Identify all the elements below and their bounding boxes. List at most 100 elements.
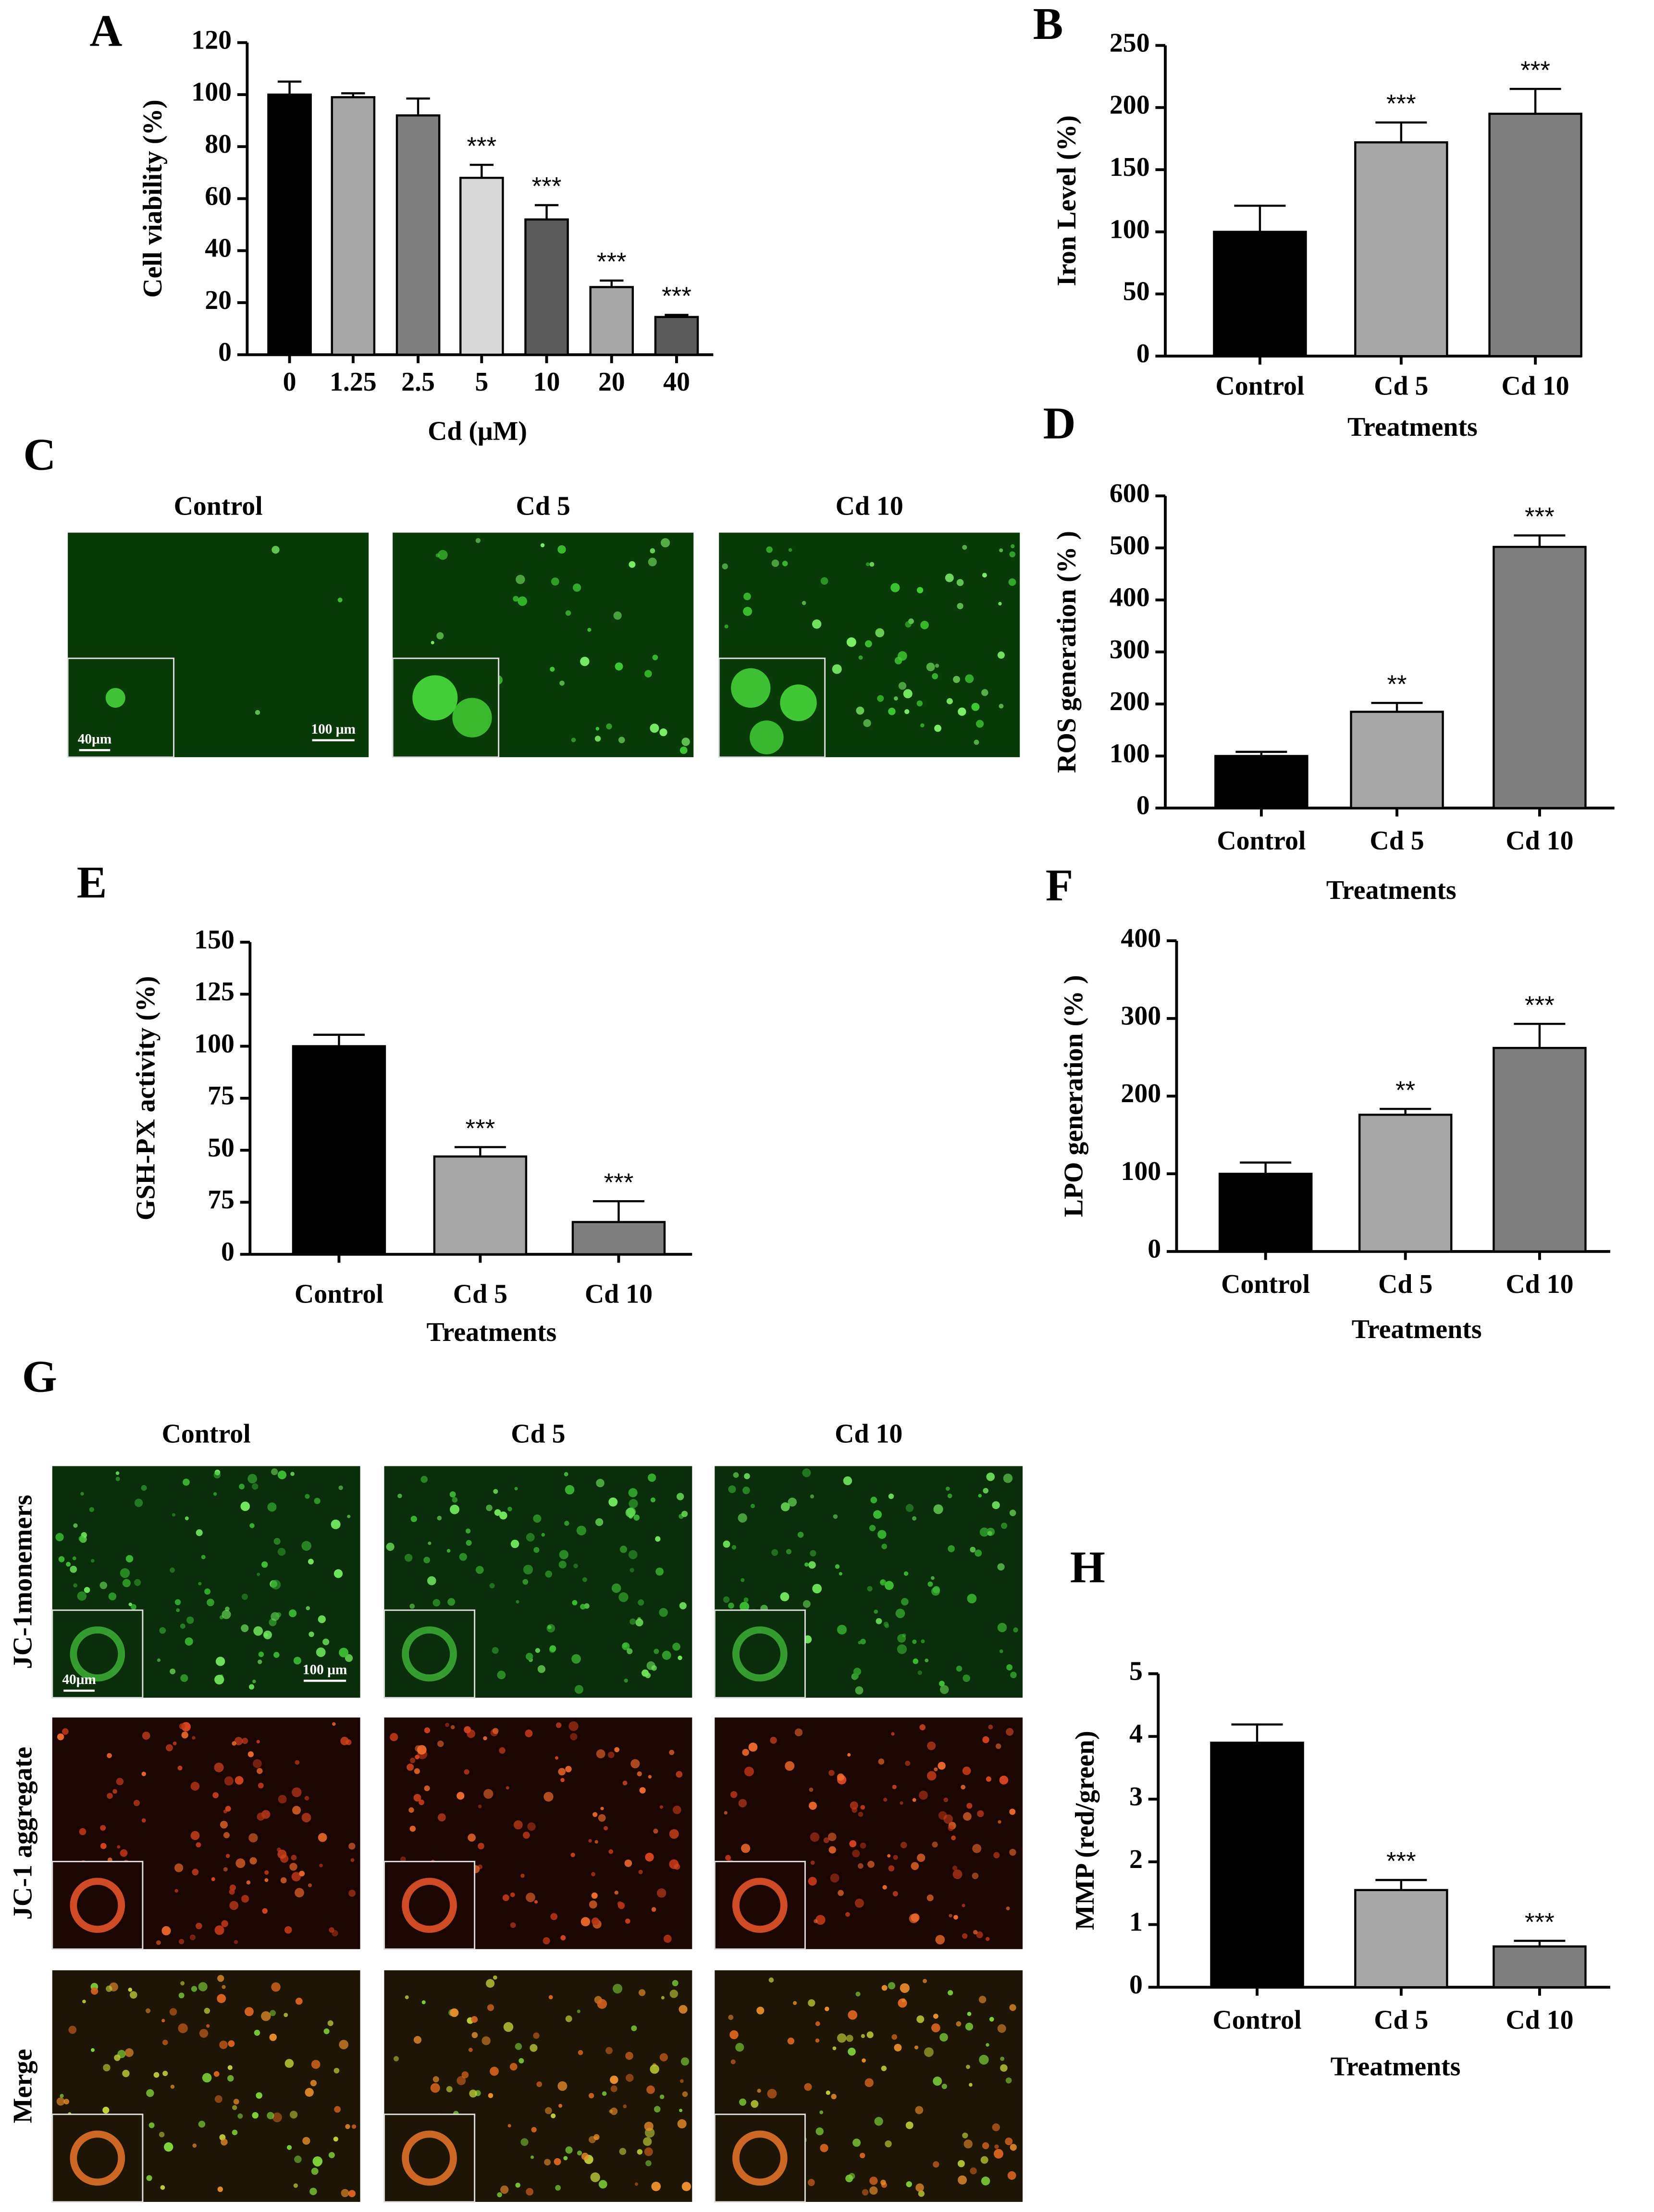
cell [267,1502,277,1512]
x-tick-label: 2.5 [401,367,435,397]
cell [100,1825,106,1831]
cell [981,689,988,696]
cell [436,632,444,639]
cell [890,583,900,592]
cell [557,2081,568,2091]
cell [739,2098,747,2106]
cell [497,2192,502,2198]
cell [571,737,576,742]
cell [56,2097,65,2106]
cell [810,1550,816,1557]
bar [571,1221,666,1255]
cell [782,561,788,566]
cell [591,1892,598,1899]
cell [1010,1671,1017,1678]
cell [582,1577,587,1582]
bar [1214,755,1308,809]
cell [768,1977,774,1983]
cell [345,2124,350,2129]
cell [962,1904,965,1907]
inset [383,1609,476,1699]
error-bar [600,279,624,287]
cell [988,1724,993,1730]
cell [1007,2171,1016,2180]
cell [850,1801,858,1810]
cell [172,1513,176,1517]
cell [526,2188,533,2196]
cell [610,2085,617,2092]
cell [235,1776,244,1785]
cell [319,1863,323,1868]
cell [590,2172,600,2182]
cell [810,1494,815,1499]
cell [982,2142,989,2150]
cell [860,1638,866,1645]
cell [838,1890,844,1896]
panel-letter: F [1046,860,1073,910]
cell [248,1684,255,1690]
error-bar [1240,1161,1292,1174]
cell [963,1812,972,1821]
cell [997,651,1005,659]
cell [577,2009,580,2014]
cell [122,1579,131,1587]
cell [293,2183,298,2188]
cell [272,546,280,554]
cell [634,2182,638,2186]
cell [464,1769,469,1775]
cell [459,1553,467,1561]
cell [252,1759,262,1769]
cell [943,1797,949,1803]
cell [912,1639,917,1644]
cell [295,1760,300,1765]
cell [869,2186,878,2195]
y-tick-label: 0 [221,1237,235,1266]
bar [1213,231,1307,357]
cell [646,2085,655,2094]
cell [750,1503,755,1509]
cell [291,1855,297,1861]
cell [587,627,592,632]
cell [946,698,953,704]
cell [956,2021,962,2027]
cell [530,2044,538,2052]
cell [518,596,527,606]
cell [998,602,1002,606]
cell [594,1840,598,1844]
cell [134,1579,141,1586]
error-bar [1514,1940,1566,1947]
cell [77,1591,87,1601]
cell [221,2138,228,2146]
cell [565,610,571,616]
cell [489,1583,495,1589]
cell [662,1650,671,1660]
cell [659,2094,665,2099]
cell [888,1865,895,1872]
cell [814,1919,818,1923]
cell [677,2119,687,2128]
y-tick-label: 20 [205,285,232,315]
cell [55,1533,64,1541]
cell [972,1843,982,1853]
cell [286,2145,292,2150]
cell [235,1858,246,1868]
cell [252,1483,259,1490]
cell [437,1740,444,1747]
cell [577,2151,582,2156]
inset [714,2114,806,2203]
cell [905,2121,913,2129]
cell [848,2010,858,2020]
cell [164,2142,173,2152]
cell [220,1820,228,1829]
cell [648,1775,652,1779]
cell [973,1929,978,1935]
cell [510,1892,515,1897]
cell [891,2034,897,2040]
cell [478,1805,482,1808]
cell [591,1917,600,1926]
cell [643,2137,652,2146]
cell [554,2158,561,2165]
cell [876,1618,882,1624]
bar [1358,1114,1453,1253]
